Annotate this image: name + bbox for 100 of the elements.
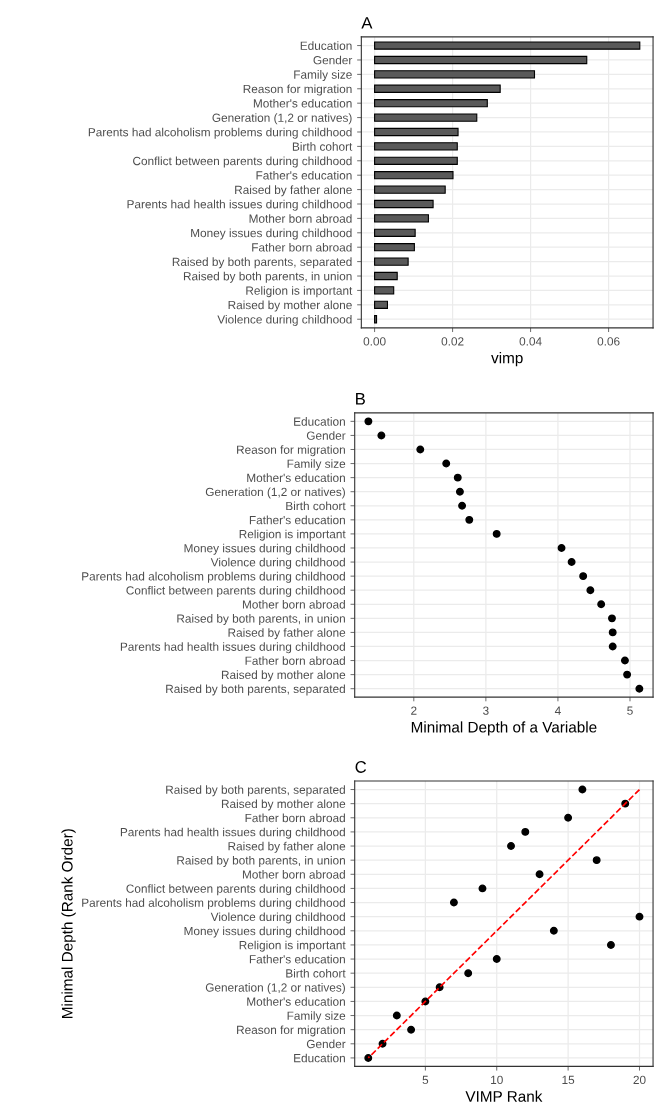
y-tick-label: Family size [287,1011,346,1023]
x-tick-label: 0.00 [363,337,386,346]
y-tick-label: Raised by father alone [235,185,352,197]
bar [374,271,398,281]
x-tick-label: 0.04 [519,337,542,346]
y-tick-label: Raised by both parents, separated [166,785,345,797]
bar [374,199,434,209]
y-tick-label: Raised by father alone [228,841,346,853]
y-tick-label: Raised by both parents, separated [172,257,352,269]
x-tick-label: 0.06 [597,337,620,346]
point [608,628,617,637]
point [478,884,487,893]
point [453,473,462,482]
point [364,417,373,426]
point [620,656,629,665]
point [492,955,501,964]
y-tick-label: Birth cohort [286,968,346,978]
y-tick-label: Father born abroad [252,242,352,252]
y-tick-label: Birth cohort [286,501,346,511]
bar [374,300,389,309]
y-tick-label: Money issues during childhood [184,926,345,938]
point [416,445,425,454]
point [449,898,458,907]
y-tick-label: Raised by both parents, in union [177,614,345,626]
point [597,600,606,609]
y-tick-label: Gender [306,431,346,440]
y-tick-label: Parents had alcoholism problems during childhood [82,571,345,583]
bar [374,156,458,165]
y-tick-label: Mother born abroad [242,599,345,609]
point [392,1011,401,1020]
bar [374,55,588,65]
y-tick-label: Religion is important [239,940,346,952]
x-tick-label: 4 [554,706,561,715]
y-tick-label: Education [300,41,352,50]
y-tick-label: Violence during childhood [210,912,345,924]
y-tick-label: Generation (1,2 or natives) [205,983,345,995]
bar [374,286,395,295]
y-tick-label: Gender [313,55,353,65]
y-tick-label: Father born abroad [245,656,345,665]
x-tick-label: 2 [411,706,417,715]
y-tick-label: Reason for migration [237,445,345,457]
y-tick-label: Money issues during childhood [191,228,352,240]
bar [374,41,641,50]
y-axis-title: Minimal Depth (Rank Order) [61,829,76,1018]
y-tick-label: Raised by both parents, in union [177,855,345,867]
point [564,813,573,822]
point [407,1025,416,1034]
point [464,969,473,978]
point [608,642,617,651]
y-tick-label: Parents had health issues during childhood [120,642,345,654]
point [535,870,544,879]
y-tick-label: Parents had health issues during childhood [120,827,345,839]
y-tick-label: Parents had health issues during childhood [127,199,352,211]
y-tick-label: Raised by both parents, in union [183,271,352,283]
bar [374,113,478,122]
point [549,926,558,935]
x-tick-label: 5 [627,706,633,715]
bar [374,243,415,252]
y-tick-label: Mother's education [247,473,345,483]
point [578,785,587,794]
point [606,940,615,949]
y-tick-label: Mother's education [253,98,352,108]
chart-title: C [355,761,367,773]
point [557,544,566,552]
point [377,431,386,440]
point [364,1053,373,1062]
y-tick-label: Conflict between parents during childhood [126,585,345,597]
y-tick-label: Father born abroad [245,813,345,823]
y-tick-label: Family size [294,70,352,82]
y-tick-label: Violence during childhood [217,314,352,326]
point [586,586,595,595]
point [455,487,464,496]
y-tick-label: Gender [306,1039,346,1049]
bar [374,84,501,93]
point [635,684,644,693]
x-axis-title: VIMP Rank [465,1090,543,1102]
y-tick-label: Father's education [256,170,352,180]
x-axis-title: Minimal Depth of a Variable [411,721,597,736]
x-tick-label: 0.02 [441,337,464,346]
y-tick-label: Generation (1,2 or natives) [212,113,352,125]
y-tick-label: Religion is important [246,286,353,298]
y-tick-label: Violence during childhood [210,557,345,569]
y-tick-label: Conflict between parents during childhood [126,884,345,896]
bar [374,185,446,194]
bar [374,70,536,79]
y-tick-label: Generation (1,2 or natives) [205,487,345,499]
y-tick-label: Parents had alcoholism problems during childhood [82,898,345,910]
point [635,912,644,921]
x-tick-label: 10 [491,1075,503,1085]
bar [374,142,458,151]
y-tick-label: Religion is important [239,529,346,541]
bar [374,171,454,180]
y-tick-label: Birth cohort [292,142,353,151]
y-tick-label: Raised by both parents, separated [166,684,345,696]
y-tick-label: Education [294,1053,345,1063]
y-tick-label: Father's education [249,515,345,525]
bar [374,214,429,223]
point [442,459,451,468]
x-tick-label: 3 [483,706,489,715]
y-tick-label: Raised by mother alone [221,670,346,682]
